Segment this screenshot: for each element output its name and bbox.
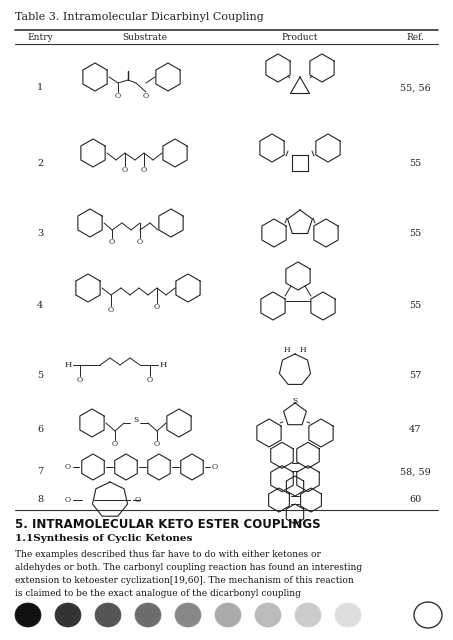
Ellipse shape	[175, 603, 201, 627]
Text: O: O	[135, 496, 141, 504]
Ellipse shape	[95, 603, 121, 627]
Text: 6: 6	[37, 426, 43, 435]
Text: S: S	[133, 416, 139, 424]
Ellipse shape	[215, 603, 241, 627]
Text: extension to ketoester cyclization[19,60]. The mechanism of this reaction: extension to ketoester cyclization[19,60…	[15, 576, 354, 585]
Text: H: H	[300, 346, 306, 354]
Text: O: O	[115, 92, 121, 100]
Ellipse shape	[135, 603, 161, 627]
Text: O: O	[65, 463, 71, 471]
Text: O: O	[154, 440, 160, 448]
Text: 58, 59: 58, 59	[400, 467, 430, 477]
Text: aldehydes or both. The carbonyl coupling reaction has found an interesting: aldehydes or both. The carbonyl coupling…	[15, 563, 362, 572]
Text: O: O	[108, 306, 114, 314]
Text: O: O	[122, 166, 128, 174]
Text: is claimed to be the exact analogue of the dicarbonyl coupling: is claimed to be the exact analogue of t…	[15, 589, 301, 598]
Ellipse shape	[295, 603, 321, 627]
Text: 5. INTRAMOLECULAR KETO ESTER COUPLINGS: 5. INTRAMOLECULAR KETO ESTER COUPLINGS	[15, 518, 321, 531]
Text: H: H	[284, 346, 290, 354]
Text: 21: 21	[420, 610, 436, 620]
Text: S: S	[292, 397, 298, 405]
Text: O: O	[65, 496, 71, 504]
Text: Substrate: Substrate	[122, 33, 168, 42]
Text: 55: 55	[409, 301, 421, 310]
Text: 55: 55	[409, 159, 421, 168]
Text: Product: Product	[282, 33, 318, 42]
Text: O: O	[143, 92, 149, 100]
Text: 8: 8	[37, 495, 43, 504]
Ellipse shape	[255, 603, 281, 627]
Text: 1.1Synthesis of Cyclic Ketones: 1.1Synthesis of Cyclic Ketones	[15, 534, 193, 543]
Text: 1: 1	[37, 83, 43, 93]
Text: O: O	[112, 440, 118, 448]
Text: H: H	[159, 361, 167, 369]
Text: O: O	[212, 463, 218, 471]
Text: 60: 60	[409, 495, 421, 504]
Text: Table 3. Intramolecular Dicarbinyl Coupling: Table 3. Intramolecular Dicarbinyl Coupl…	[15, 12, 264, 22]
Ellipse shape	[55, 603, 81, 627]
Text: 57: 57	[409, 371, 421, 380]
Text: O: O	[147, 376, 153, 384]
Text: O: O	[154, 303, 160, 311]
Ellipse shape	[414, 602, 442, 628]
Text: O: O	[109, 238, 115, 246]
Text: O: O	[137, 238, 143, 246]
Text: 55: 55	[409, 228, 421, 237]
Text: 5: 5	[37, 371, 43, 380]
Text: The examples described thus far have to do with either ketones or: The examples described thus far have to …	[15, 550, 321, 559]
Ellipse shape	[335, 603, 361, 627]
Text: 7: 7	[37, 467, 43, 477]
Text: O: O	[77, 376, 83, 384]
Text: Ref.: Ref.	[406, 33, 424, 42]
Text: Entry: Entry	[27, 33, 53, 42]
Text: 3: 3	[37, 228, 43, 237]
Text: 4: 4	[37, 301, 43, 310]
Text: O: O	[141, 166, 147, 174]
Text: 47: 47	[409, 426, 421, 435]
Text: H: H	[64, 361, 72, 369]
Ellipse shape	[15, 603, 41, 627]
Text: 2: 2	[37, 159, 43, 168]
Text: 55, 56: 55, 56	[400, 83, 430, 93]
